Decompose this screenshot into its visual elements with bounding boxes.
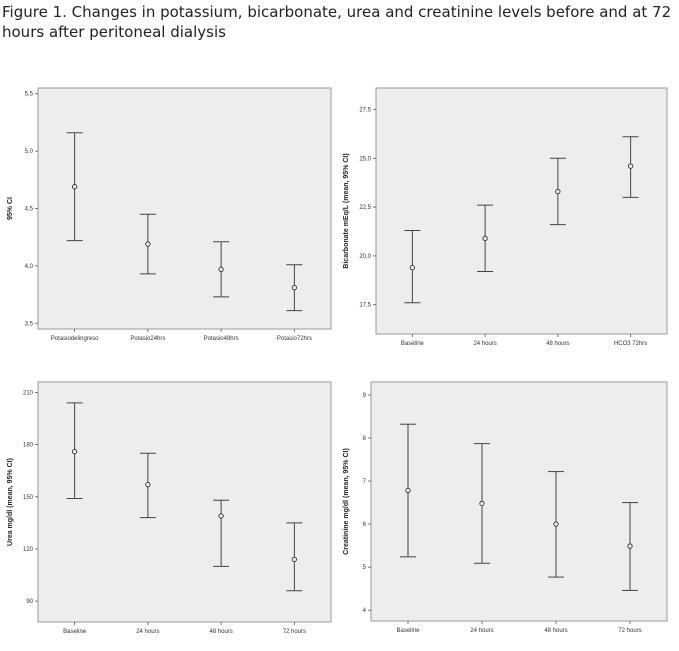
- bicarbonate-y-tick-label: 22,5: [359, 205, 371, 211]
- creatinine-y-tick-label: 7: [363, 479, 367, 485]
- bicarbonate-y-tick-label: 20,0: [359, 254, 371, 260]
- creatinine-chart: 4 5 6 7 8 9 Creatinine mg/dl (mean, 95% CI) Bas…: [336, 372, 672, 644]
- bicarbonate-mean-marker: [409, 264, 416, 271]
- creatinine-x-category-label: 72 hours: [618, 628, 641, 634]
- urea-y-tick-label: 180: [23, 443, 34, 449]
- urea-y-tick-label: 150: [23, 495, 34, 501]
- bicarbonate-y-axis-label: Bicarbonate mEq/L (mean, 95% CI): [343, 153, 350, 268]
- urea-plot-area: [37, 381, 332, 623]
- urea-mean-marker: [145, 481, 151, 488]
- urea-chart-svg: 90 120 150 180 210 Urea mg/dl (mean, 95% CI) B…: [7, 381, 332, 635]
- potassium-x-category-label: Potasio24hrs: [130, 336, 165, 342]
- urea-x-category-label: Baseline: [63, 629, 87, 635]
- urea-chart: 90 120 150 180 210 Urea mg/dl (mean, 95% CI) B…: [0, 372, 336, 644]
- creatinine-x-category-label: 48 hours: [544, 628, 567, 634]
- potassium-y-tick-label: 4,0: [25, 264, 34, 270]
- potassium-plot-area: [37, 87, 332, 330]
- creatinine-y-tick-label: 4: [363, 608, 367, 614]
- urea-mean-marker: [291, 556, 298, 563]
- potassium-chart: 3,5 4,0 4,5 5,0 5,5 95% CI Potasiodelingreso Po…: [0, 78, 336, 350]
- urea-y-tick-label: 210: [23, 390, 34, 396]
- potassium-mean-marker: [218, 266, 224, 272]
- urea-x-category-label: 72 hours: [283, 629, 306, 635]
- creatinine-chart-svg: 4 5 6 7 8 9 Creatinine mg/dl (mean, 95% CI) Bas…: [343, 381, 668, 634]
- urea-y-axis-label: Urea mg/dl (mean, 95% CI): [7, 458, 14, 546]
- potassium-y-tick-label: 5,5: [25, 92, 34, 98]
- urea-mean-marker: [218, 513, 224, 519]
- bicarbonate-y-tick-label: 17,5: [359, 303, 371, 309]
- potassium-x-category-label: Potasio72hrs: [277, 336, 312, 342]
- creatinine-y-tick-label: 8: [363, 436, 367, 442]
- potassium-chart-svg: 3,5 4,0 4,5 5,0 5,5 95% CI Potasiodelingreso Po…: [7, 87, 332, 342]
- creatinine-mean-marker: [627, 543, 633, 549]
- bicarbonate-plot-area: [375, 87, 668, 335]
- bicarbonate-chart: 17,5 20,0 22,5 25,0 27,5 Bicarbonate mEq/L (m…: [336, 78, 672, 350]
- creatinine-y-tick-label: 9: [363, 393, 367, 399]
- creatinine-y-tick-label: 5: [363, 565, 367, 571]
- bicarbonate-mean-marker: [482, 235, 488, 241]
- creatinine-mean-marker: [479, 500, 485, 507]
- bicarbonate-chart-svg: 17,5 20,0 22,5 25,0 27,5 Bicarbonate mEq/L (m…: [343, 87, 668, 347]
- creatinine-x-category-label: Baseline: [396, 628, 420, 634]
- creatinine-x-category-label: 24 hours: [470, 628, 493, 634]
- bicarbonate-x-category-label: 48 hours: [546, 341, 569, 347]
- urea-y-tick-label: 90: [26, 599, 33, 605]
- creatinine-y-axis-label: Creatinine mg/dl (mean, 95% CI): [343, 448, 350, 555]
- figure-caption: Figure 1. Changes in potassium, bicarbon…: [2, 3, 672, 41]
- urea-y-tick-label: 120: [23, 547, 34, 553]
- potassium-mean-marker: [291, 285, 298, 291]
- potassium-x-category-label: Potasio48hrs: [204, 336, 239, 342]
- bicarbonate-mean-marker: [555, 188, 561, 195]
- potassium-x-category-label: Potasiodelingreso: [51, 336, 99, 342]
- potassium-y-tick-label: 3,5: [25, 321, 34, 327]
- bicarbonate-x-category-label: Baseline: [401, 341, 425, 347]
- creatinine-plot-area: [370, 381, 668, 622]
- urea-x-category-label: 48 hours: [209, 629, 232, 635]
- bicarbonate-x-category-label: 24 hours: [473, 341, 496, 347]
- bicarbonate-y-tick-label: 25,0: [359, 156, 371, 162]
- urea-x-category-label: 24 hours: [136, 629, 159, 635]
- bicarbonate-y-tick-label: 27,5: [359, 107, 371, 113]
- potassium-y-axis-label: 95% CI: [7, 197, 14, 220]
- creatinine-mean-marker: [553, 521, 559, 527]
- potassium-y-tick-label: 4,5: [25, 207, 34, 213]
- potassium-mean-marker: [145, 241, 151, 247]
- potassium-y-tick-label: 5,0: [25, 149, 34, 155]
- potassium-mean-marker: [71, 184, 78, 190]
- bicarbonate-mean-marker: [627, 163, 634, 169]
- bicarbonate-x-category-label: HCO3 72hrs: [614, 341, 647, 347]
- creatinine-mean-marker: [405, 487, 411, 494]
- creatinine-y-tick-label: 6: [363, 522, 367, 528]
- urea-mean-marker: [71, 448, 78, 455]
